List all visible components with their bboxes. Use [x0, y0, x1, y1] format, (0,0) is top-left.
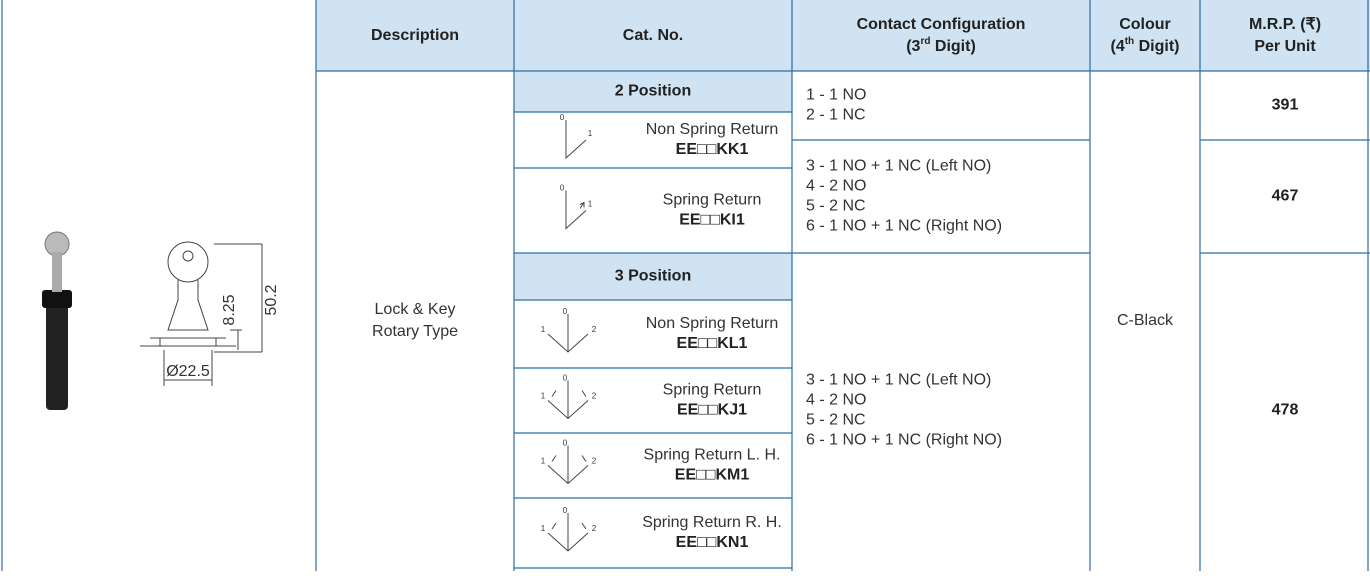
cell-text: Colour: [1119, 16, 1171, 33]
switch-icon: [551, 522, 587, 530]
cell-text: 467: [1272, 188, 1299, 205]
cell-text: Rotary Type: [372, 323, 458, 340]
cell-text: Spring Return: [663, 382, 762, 399]
cell-text: 4 - 2 NO: [806, 392, 866, 409]
cell-text: 5 - 2 NC: [806, 412, 866, 429]
product-image: [42, 231, 72, 410]
dimension-drawing: [140, 241, 263, 386]
superscript: rd: [920, 36, 930, 47]
cell-text: Description: [371, 27, 459, 44]
cell-text: 6 - 1 NO + 1 NC (Right NO): [806, 432, 1002, 449]
header-text: (3: [906, 38, 920, 55]
cell-text: 0: [563, 439, 568, 448]
cell-text: EE□□KI1: [679, 212, 745, 229]
switch-icon: [547, 445, 589, 485]
cell-text: EE□□KM1: [675, 467, 750, 484]
cell-text: Non Spring Return: [646, 315, 779, 332]
cell-text: Cat. No.: [623, 27, 683, 44]
cell-text: Spring Return: [663, 192, 762, 209]
dimension-label: 50.2: [263, 284, 280, 315]
cell-text: 2 - 1 NC: [806, 107, 866, 124]
cell-text: EE□□KL1: [677, 335, 748, 352]
cell-text: EE□□KJ1: [677, 402, 747, 419]
superscript: th: [1125, 36, 1134, 47]
cell-text: Contact Configuration: [857, 16, 1026, 33]
dimension-label: 8.25: [221, 294, 238, 325]
header-text: (3rd Digit): [906, 36, 976, 56]
cell-text: EE□□KK1: [676, 141, 749, 158]
cell-text: 0: [560, 184, 565, 193]
cell-text: 5 - 2 NC: [806, 198, 866, 215]
cell-text: Per Unit: [1254, 38, 1316, 55]
cell-text: 3 - 1 NO + 1 NC (Left NO): [806, 158, 991, 175]
cell-text: Spring Return L. H.: [644, 447, 781, 464]
cell-text: 2: [592, 457, 597, 466]
cell-text: Non Spring Return: [646, 121, 779, 138]
switch-icon: [565, 120, 587, 160]
cell-text: 1: [541, 392, 546, 401]
switch-icon: [547, 445, 589, 485]
cell-text: 478: [1272, 402, 1299, 419]
switch-icon: [565, 120, 587, 160]
cell-text: 0: [563, 374, 568, 383]
switch-icon: [565, 190, 587, 230]
cell-text: 1: [541, 325, 546, 334]
switch-icon: [565, 190, 587, 230]
header-text: Digit): [930, 38, 975, 55]
cell-text: 2: [592, 524, 597, 533]
cell-text: 6 - 1 NO + 1 NC (Right NO): [806, 218, 1002, 235]
cell-text: 0: [563, 506, 568, 515]
switch-icon: [547, 513, 589, 552]
group-bg: [514, 253, 792, 300]
cell-text: Lock & Key: [375, 301, 456, 318]
switch-icon: [547, 513, 589, 552]
switch-icon: [547, 314, 589, 353]
cell-text: 1 - 1 NO: [806, 87, 866, 104]
header-text: (4: [1110, 38, 1124, 55]
switch-icon: [547, 380, 589, 420]
switch-icon: [579, 201, 585, 209]
cell-text: 0: [560, 113, 565, 122]
cell-text: 4 - 2 NO: [806, 178, 866, 195]
cell-text: EE□□KN1: [676, 534, 749, 551]
cell-text: 2: [592, 392, 597, 401]
cell-text: C-Black: [1117, 312, 1174, 329]
cell-text: 1: [588, 200, 593, 209]
cell-text: M.R.P. (₹): [1249, 16, 1321, 33]
cell-text: 3 Position: [615, 268, 691, 285]
cell-text: Spring Return R. H.: [642, 514, 782, 531]
cell-text: 0: [563, 307, 568, 316]
cell-text: 1: [541, 524, 546, 533]
switch-icon: [551, 390, 587, 397]
cell-text: 2 Position: [615, 83, 691, 100]
cell-text: 1: [588, 129, 593, 138]
switch-icon: [547, 380, 589, 420]
cell-text: 3 - 1 NO + 1 NC (Left NO): [806, 372, 991, 389]
cell-text: 2: [592, 325, 597, 334]
switch-icon: [547, 314, 589, 353]
group-bg: [514, 71, 792, 112]
switch-icon: [551, 455, 587, 462]
cell-text: 1: [541, 457, 546, 466]
header-text: (4th Digit): [1110, 36, 1179, 56]
header-text: Digit): [1134, 38, 1179, 55]
dimension-label: Ø22.5: [166, 363, 210, 380]
cell-text: 391: [1272, 97, 1299, 114]
header-bg: [316, 0, 1370, 71]
